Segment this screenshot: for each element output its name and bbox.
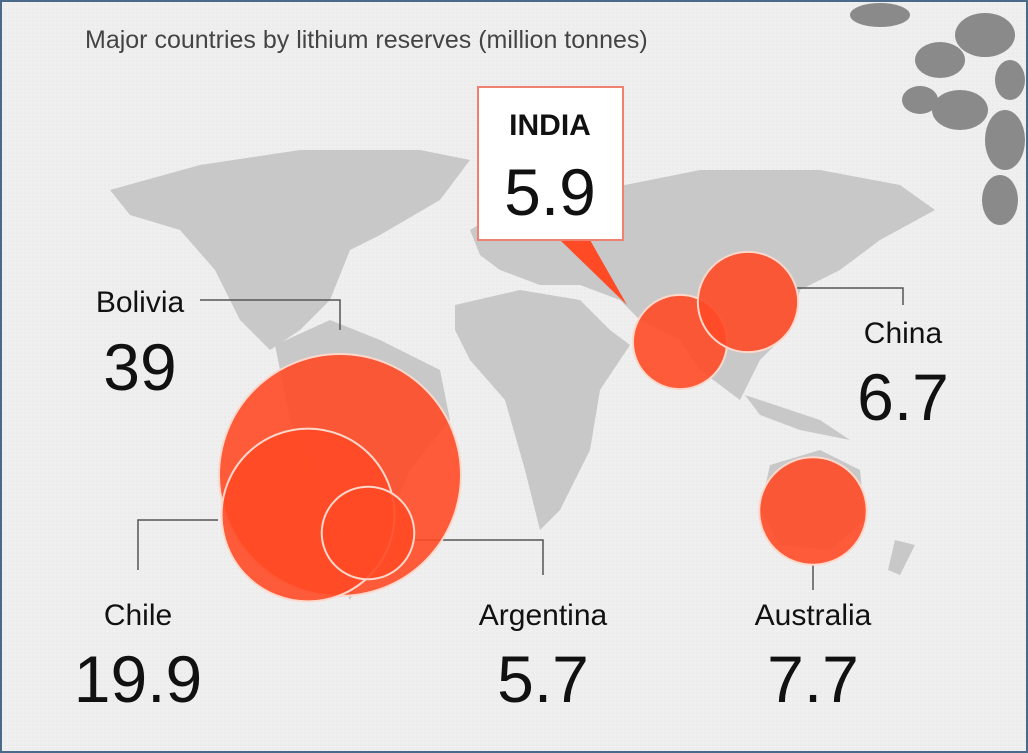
value-label: 19.9 xyxy=(74,642,202,716)
bubble xyxy=(696,250,800,354)
country-label: INDIA xyxy=(509,109,591,142)
chart-title: Major countries by lithium reserves (mil… xyxy=(85,26,648,54)
leader-lines xyxy=(137,287,904,590)
value-label: 6.7 xyxy=(857,360,949,434)
value-label: 5.9 xyxy=(504,155,596,229)
country-label: China xyxy=(864,317,943,350)
bubble xyxy=(758,456,868,566)
value-label: 7.7 xyxy=(767,642,859,716)
value-label: 5.7 xyxy=(497,642,589,716)
callout-box xyxy=(477,86,624,241)
lithium-rocks xyxy=(850,3,1025,225)
country-label: Argentina xyxy=(479,599,608,632)
country-label: Australia xyxy=(755,599,872,632)
value-label: 39 xyxy=(103,330,176,404)
callout-pointer xyxy=(560,240,627,305)
labels: Bolivia 39 Chile 19.9 Argentina 5.7 INDIA 5.9 Ch… xyxy=(74,109,949,716)
leader-line xyxy=(137,519,218,570)
leader-line xyxy=(795,287,904,305)
leader-line xyxy=(415,539,544,575)
leader-line xyxy=(200,299,341,330)
india-callout xyxy=(477,86,627,305)
bubble xyxy=(320,485,416,581)
country-label: Chile xyxy=(104,599,172,632)
country-label: Bolivia xyxy=(96,286,185,319)
bubbles xyxy=(218,250,868,603)
